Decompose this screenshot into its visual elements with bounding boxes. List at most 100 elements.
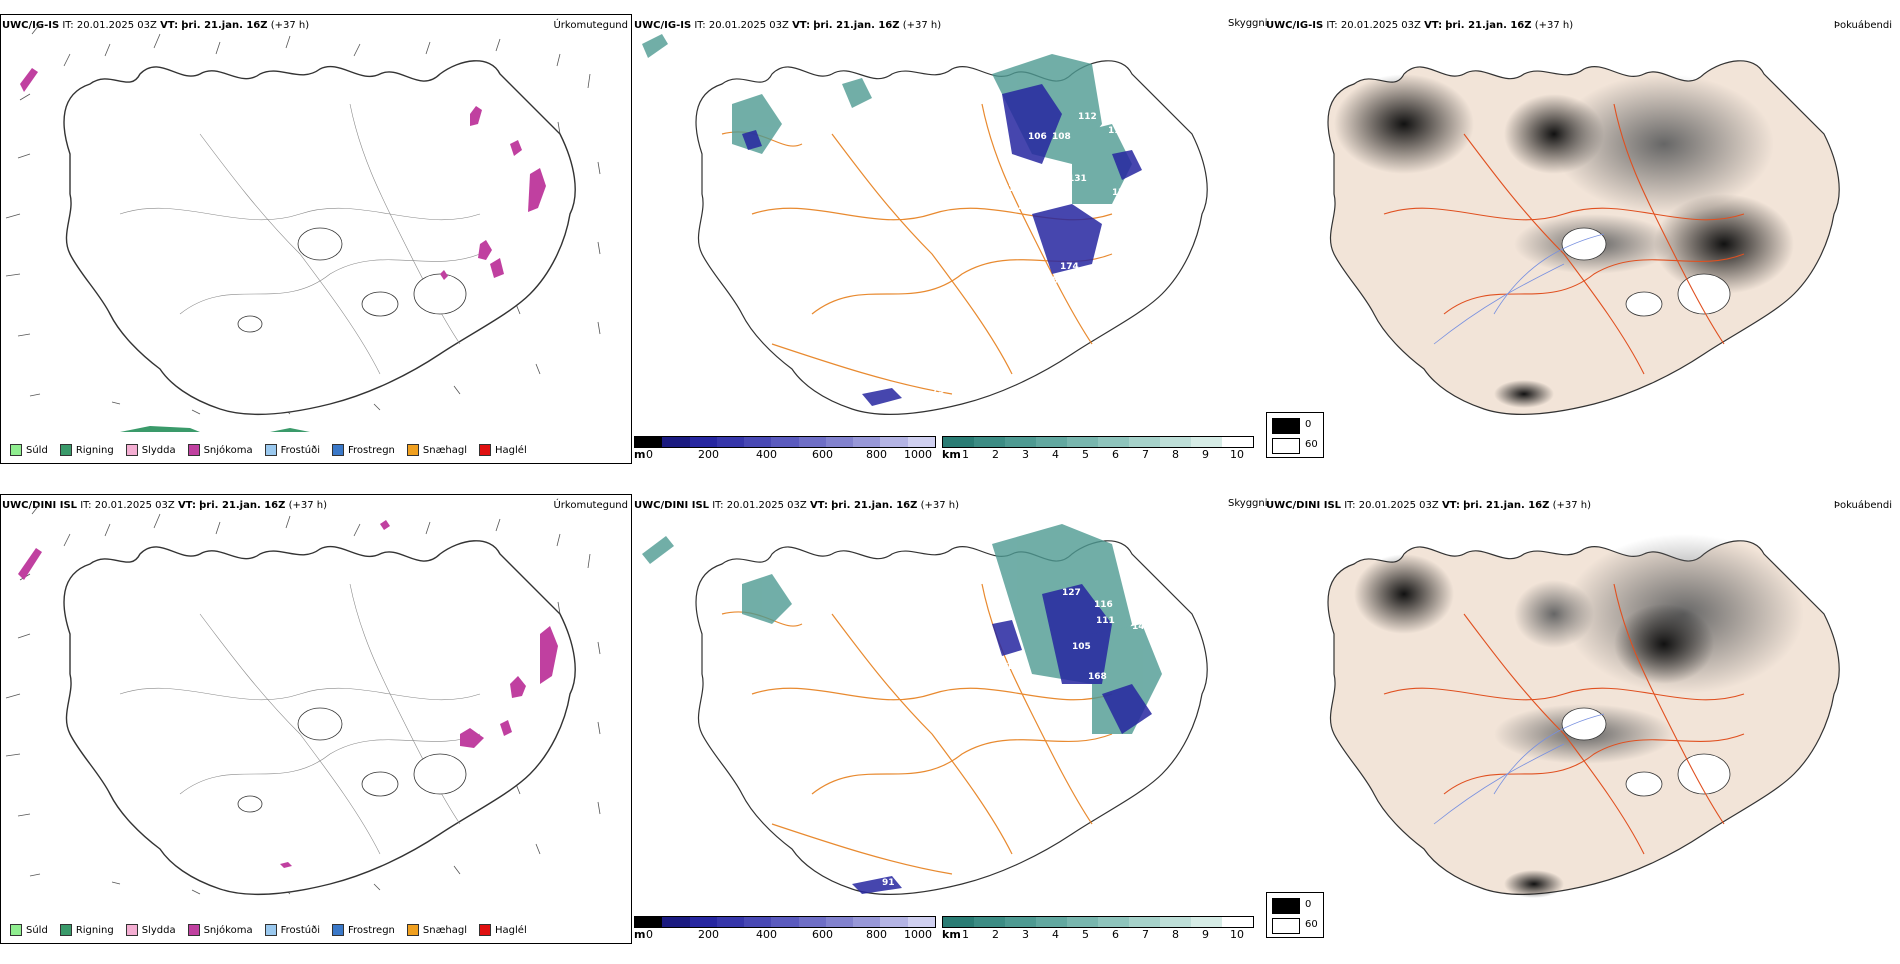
vis-km-tick: 6 xyxy=(1112,928,1119,941)
legend-label: Súld xyxy=(26,444,48,456)
legend-item: Slydda xyxy=(122,444,176,456)
visibility-panel-bottom: UWC/DINI ISL IT: 20.01.2025 03Z VT: þri.… xyxy=(632,494,1268,964)
precip-type-panel-top: UWC/IG-IS IT: 20.01.2025 03Z VT: þri. 21… xyxy=(0,14,632,484)
vis-km-tick: 8 xyxy=(1172,928,1179,941)
vt-value: þri. 21.jan. 16Z xyxy=(1463,500,1550,511)
river-lines xyxy=(1433,713,1605,825)
precip-type-map xyxy=(5,503,601,896)
panel-title: Úrkomutegund xyxy=(553,20,628,31)
vis-label: 128 xyxy=(1008,184,1027,194)
it-label: IT: xyxy=(1344,500,1356,511)
glaciers xyxy=(237,227,467,333)
vt-value: þri. 21.jan. 16Z xyxy=(831,500,918,511)
vis-label: 104 xyxy=(1112,742,1131,752)
vis-label: 174 xyxy=(1060,262,1079,272)
vis-km-tick: 4 xyxy=(1052,928,1059,941)
vis-m-tick: 400 xyxy=(756,448,777,461)
legend-swatch xyxy=(1272,438,1300,454)
model-name: UWC/IG-IS xyxy=(2,20,60,31)
legend-label: Slydda xyxy=(141,444,176,456)
vis-label: 168 xyxy=(1088,672,1107,682)
fog-legend-bottom: 0 60 xyxy=(1266,892,1324,938)
vis-m-tick: 0 xyxy=(646,928,653,941)
vis-m-tick: 0 xyxy=(646,448,653,461)
legend-swatch xyxy=(406,924,419,936)
legend-item: Haglél xyxy=(475,444,527,456)
visibility-map xyxy=(642,524,1208,896)
vis-km-unit: km xyxy=(942,448,961,461)
legend-swatch xyxy=(264,924,277,936)
legend-item: Súld xyxy=(6,924,48,936)
legend-label: Frostúði xyxy=(280,924,320,936)
legend-label: 0 xyxy=(1305,899,1312,910)
vis-label: 112 xyxy=(1078,112,1097,122)
vis-km-tick: 2 xyxy=(992,928,999,941)
model-name: UWC/DINI ISL xyxy=(1266,500,1342,511)
fog-areas xyxy=(1354,534,1804,898)
legend-swatch xyxy=(479,444,492,456)
snowfall-areas xyxy=(20,68,546,280)
legend-item: Súld xyxy=(6,444,48,456)
legend-item: Rigning xyxy=(56,444,114,456)
model-name: UWC/DINI ISL xyxy=(2,500,78,511)
run-header: UWC/DINI ISL IT: 20.01.2025 03Z VT: þri.… xyxy=(1266,500,1591,511)
vis-m-tick: 1000 xyxy=(904,928,932,941)
run-header: UWC/IG-IS IT: 20.01.2025 03Z VT: þri. 21… xyxy=(2,20,309,31)
visibility-map xyxy=(642,34,1208,416)
vis-km-tick: 2 xyxy=(992,448,999,461)
run-header: UWC/IG-IS IT: 20.01.2025 03Z VT: þri. 21… xyxy=(1266,20,1573,31)
legend-label: Frostúði xyxy=(280,444,320,456)
vis-label: 129 xyxy=(1032,170,1051,180)
legend-item: Snæhagl xyxy=(403,444,467,456)
vis-label: 111 xyxy=(1108,126,1127,136)
legend-label: 60 xyxy=(1305,919,1318,930)
vis-label: 55 xyxy=(1052,276,1065,286)
it-label: IT: xyxy=(694,20,706,31)
legend-label: 0 xyxy=(1305,419,1312,430)
vis-label: 17 xyxy=(1112,188,1125,198)
panel-title: Skyggni xyxy=(1228,498,1268,509)
vis-km-tick: 5 xyxy=(1082,448,1089,461)
vis-m-tick: 600 xyxy=(812,928,833,941)
vt-label: VT: xyxy=(792,20,811,31)
legend-label: Frostregn xyxy=(348,924,395,936)
vis-km-tick: 7 xyxy=(1142,928,1149,941)
model-name: UWC/DINI ISL xyxy=(634,500,710,511)
legend-label: Rigning xyxy=(75,444,114,456)
legend-item: Frostúði xyxy=(261,924,320,936)
vis-km-tick: 10 xyxy=(1230,928,1244,941)
vt-value: þri. 21.jan. 16Z xyxy=(181,20,268,31)
vt-value: þri. 21.jan. 16Z xyxy=(1445,20,1532,31)
legend-swatch xyxy=(187,924,200,936)
vis-km-tick: 1 xyxy=(962,448,969,461)
panel-title: Þokuábendi xyxy=(1833,500,1892,511)
vt-label: VT: xyxy=(809,500,828,511)
fog-panel-bottom: UWC/DINI ISL IT: 20.01.2025 03Z VT: þri.… xyxy=(1264,494,1896,964)
vis-label: 106 xyxy=(1028,132,1047,142)
panel-title: Skyggni xyxy=(1228,18,1268,29)
vis-km-unit: km xyxy=(942,928,961,941)
vis-m-tick: 200 xyxy=(698,448,719,461)
legend-item: Snjókoma xyxy=(184,444,253,456)
precip-legend: Súld Rigning Slydda Snjókoma Frostúði Fr… xyxy=(6,924,535,936)
it-value: 20.01.2025 03Z xyxy=(1358,500,1439,511)
it-value: 20.01.2025 03Z xyxy=(1340,20,1421,31)
glaciers xyxy=(1561,707,1731,797)
vis-label: 148 xyxy=(1132,622,1151,632)
lead-time: (+37 h) xyxy=(1552,500,1592,511)
vis-km-tick: 7 xyxy=(1142,448,1149,461)
it-label: IT: xyxy=(62,20,74,31)
vis-label: 118 xyxy=(1112,264,1131,274)
run-header: UWC/DINI ISL IT: 20.01.2025 03Z VT: þri.… xyxy=(634,500,959,511)
vis-m-tick: 400 xyxy=(756,928,777,941)
legend-label: Súld xyxy=(26,924,48,936)
vis-km-tick: 9 xyxy=(1202,928,1209,941)
vt-label: VT: xyxy=(160,20,179,31)
vt-value: þri. 21.jan. 16Z xyxy=(813,20,900,31)
vis-m-tick: 800 xyxy=(866,448,887,461)
it-label: IT: xyxy=(712,500,724,511)
legend-swatch xyxy=(125,444,138,456)
vis-km-tick: 1 xyxy=(962,928,969,941)
legend-label: Slydda xyxy=(141,924,176,936)
vis-label: 274 xyxy=(1078,518,1097,528)
